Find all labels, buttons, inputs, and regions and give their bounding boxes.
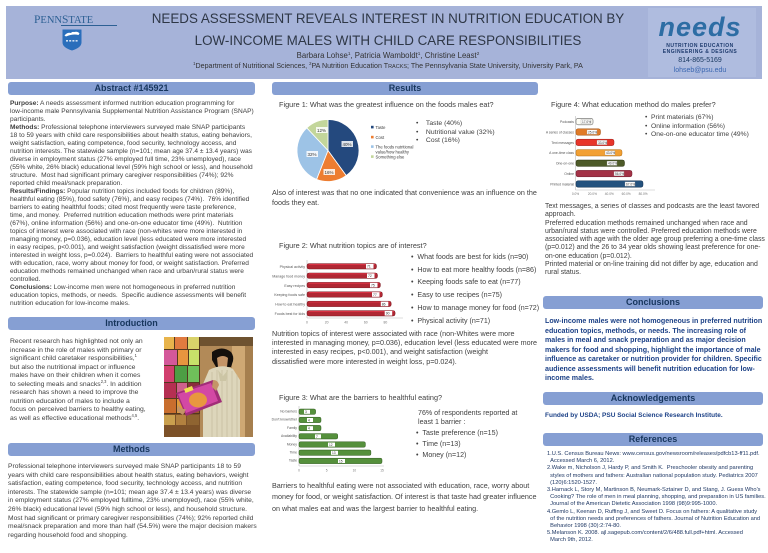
svg-text:33.0%: 33.0%	[598, 141, 607, 145]
svg-text:32%: 32%	[308, 152, 317, 157]
svg-text:77: 77	[373, 293, 377, 297]
svg-text:4: 4	[308, 427, 310, 431]
svg-text:Easy recipes: Easy recipes	[284, 284, 305, 288]
svg-text:72: 72	[368, 274, 372, 278]
svg-text:Printed material: Printed material	[550, 182, 574, 186]
svg-text:Foods best for kids: Foods best for kids	[275, 312, 306, 316]
svg-text:Something else: Something else	[376, 154, 406, 159]
svg-text:Money: Money	[287, 442, 297, 446]
svg-text:Online: Online	[564, 172, 574, 176]
svg-text:75: 75	[371, 284, 375, 288]
svg-text:value/how healthy: value/how healthy	[376, 149, 410, 154]
svg-text:40: 40	[344, 321, 348, 325]
svg-text:No barriers: No barriers	[280, 410, 297, 414]
svg-text:90: 90	[386, 312, 390, 316]
svg-text:80.0%: 80.0%	[639, 192, 648, 196]
svg-text:Family: Family	[287, 426, 297, 430]
svg-text:13: 13	[332, 451, 336, 455]
svg-text:49.0%: 49.0%	[608, 162, 617, 166]
svg-text:7: 7	[316, 435, 318, 439]
svg-text:The foods nutritional: The foods nutritional	[376, 144, 414, 149]
svg-text:0: 0	[306, 321, 308, 325]
svg-text:86: 86	[382, 302, 386, 306]
svg-text:Taste: Taste	[376, 125, 387, 130]
svg-text:71: 71	[367, 265, 371, 269]
svg-text:12%: 12%	[317, 128, 326, 133]
svg-text:60: 60	[364, 321, 368, 325]
svg-text:20: 20	[325, 321, 329, 325]
svg-text:One-on-one: One-on-one	[556, 162, 574, 166]
svg-text:20.0%: 20.0%	[588, 192, 597, 196]
svg-text:Text messages: Text messages	[551, 141, 574, 145]
svg-text:0: 0	[298, 469, 300, 473]
svg-text:Podcasts: Podcasts	[560, 120, 574, 124]
svg-text:15: 15	[380, 469, 384, 473]
svg-text:A one-time class: A one-time class	[549, 151, 574, 155]
svg-text:80: 80	[384, 321, 388, 325]
svg-text:Time: Time	[290, 451, 298, 455]
svg-text:3: 3	[305, 410, 307, 414]
svg-text:5: 5	[326, 469, 328, 473]
svg-text:16%: 16%	[325, 170, 334, 175]
svg-text:67.0%: 67.0%	[626, 182, 635, 186]
svg-text:Don't know/other: Don't know/other	[272, 418, 298, 422]
svg-text:0.0%: 0.0%	[572, 192, 579, 196]
svg-text:Physical activity: Physical activity	[280, 265, 306, 269]
svg-text:Cost: Cost	[376, 135, 385, 140]
svg-text:Taste: Taste	[289, 459, 297, 463]
svg-text:40.0%: 40.0%	[605, 192, 614, 196]
svg-text:15: 15	[339, 459, 343, 463]
svg-text:40%: 40%	[343, 142, 352, 147]
svg-text:10: 10	[353, 469, 357, 473]
svg-text:Manage food money: Manage food money	[272, 274, 305, 278]
svg-text:4: 4	[308, 418, 310, 422]
svg-text:How to eat healthy: How to eat healthy	[275, 303, 305, 307]
svg-text:A series of classes: A series of classes	[546, 130, 574, 134]
svg-text:25.0%: 25.0%	[588, 130, 597, 134]
svg-text:60.0%: 60.0%	[622, 192, 631, 196]
svg-text:17.0%: 17.0%	[582, 120, 591, 124]
svg-text:56.0%: 56.0%	[615, 172, 624, 176]
svg-text:Keeping foods safe: Keeping foods safe	[274, 293, 305, 297]
svg-text:43.0%: 43.0%	[606, 151, 615, 155]
svg-text:12: 12	[329, 443, 333, 447]
svg-text:Availability: Availability	[281, 434, 297, 438]
